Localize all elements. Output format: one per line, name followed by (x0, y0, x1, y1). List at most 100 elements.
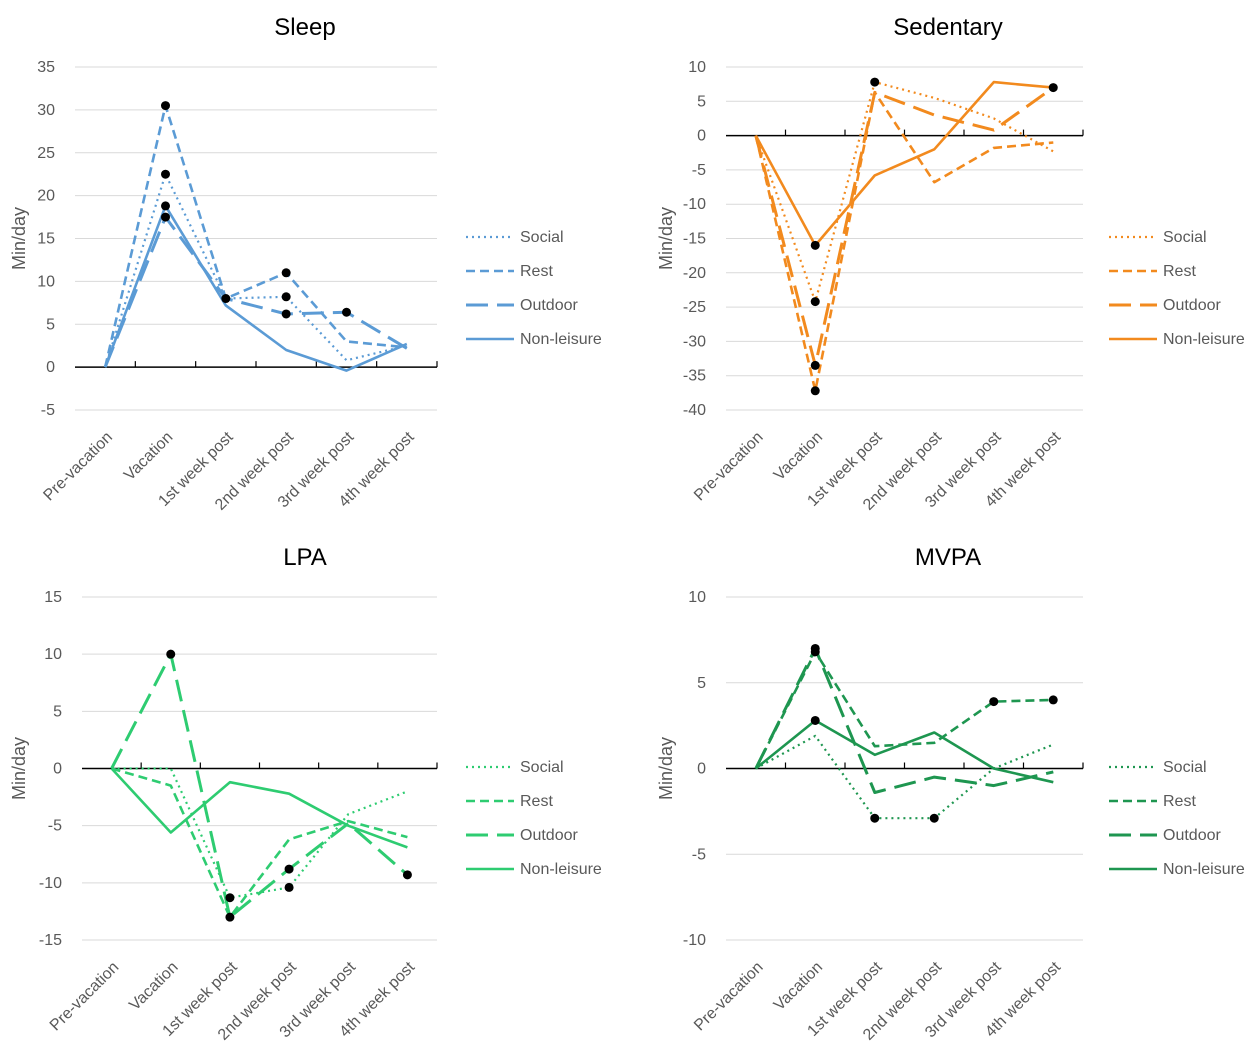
legend-label: Rest (1163, 793, 1196, 810)
legend-label: Outdoor (1163, 827, 1221, 844)
significance-marker (161, 201, 170, 211)
legend-label: Outdoor (520, 827, 578, 844)
significance-marker (225, 893, 235, 903)
legend-label: Non-leisure (520, 331, 602, 348)
significance-marker (810, 643, 820, 653)
significance-marker (284, 882, 294, 892)
y-tick-label: 30 (37, 102, 55, 119)
chart-title: MVPA (915, 544, 981, 571)
series-line-non-leisure (754, 719, 1054, 784)
y-tick-label: -5 (692, 846, 706, 863)
y-tick-label: -5 (41, 402, 55, 419)
y-tick-label: 10 (37, 273, 55, 290)
y-tick-label: 15 (37, 231, 55, 248)
significance-marker (281, 309, 291, 319)
series-line-social (111, 767, 408, 899)
x-tick-label: Pre-vacation (691, 429, 767, 505)
y-tick-label: 15 (44, 589, 62, 606)
series-line-social (755, 734, 1054, 820)
legend-label: Social (1163, 229, 1207, 246)
y-tick-label: -15 (39, 932, 62, 949)
series-line-rest (754, 650, 1054, 770)
series-line-rest (754, 91, 1054, 393)
y-tick-label: 5 (53, 703, 62, 720)
y-tick-label: 5 (697, 93, 706, 110)
legend-label: Non-leisure (1163, 331, 1245, 348)
chart-panel-sleep: Sleep Min/day -5 0 5 10 15 20 25 30 35 Pre-vacation… (9, 14, 602, 514)
legend-label: Social (1163, 759, 1207, 776)
y-tick-label: 20 (37, 188, 55, 205)
significance-marker (342, 307, 351, 317)
y-tick-label: 25 (37, 145, 55, 162)
y-tick-label: -35 (683, 368, 706, 385)
series-line-social (104, 173, 408, 368)
y-tick-label: 5 (46, 316, 55, 333)
x-tick-label: Vacation (121, 429, 176, 484)
significance-marker (870, 813, 880, 823)
y-axis-label: Min/day (656, 207, 676, 270)
y-axis-label: Min/day (656, 737, 676, 800)
x-tick-label: Pre-vacation (691, 959, 767, 1035)
significance-marker (281, 268, 291, 278)
y-tick-label: -15 (683, 231, 706, 248)
y-tick-label: 35 (37, 59, 55, 76)
legend-label: Non-leisure (520, 861, 602, 878)
y-tick-label: 10 (688, 589, 706, 606)
series-line-outdoor (103, 215, 408, 368)
significance-marker (870, 77, 880, 87)
y-tick-label: 0 (46, 359, 55, 376)
y-tick-label: 0 (697, 128, 706, 145)
significance-marker (166, 649, 176, 659)
legend-label: Non-leisure (1163, 861, 1245, 878)
chart-title: Sleep (274, 14, 335, 41)
legend-label: Outdoor (520, 297, 578, 314)
significance-marker (810, 386, 820, 396)
y-tick-label: -10 (683, 196, 706, 213)
x-tick-label: Vacation (771, 959, 826, 1014)
y-tick-label: 10 (44, 646, 62, 663)
legend-label: Outdoor (1163, 297, 1221, 314)
significance-marker (810, 240, 820, 250)
y-tick-label: 5 (697, 675, 706, 692)
series-line-outdoor (754, 86, 1055, 367)
legend-label: Social (520, 759, 564, 776)
y-tick-label: -10 (683, 932, 706, 949)
series-line-non-leisure (754, 80, 1054, 247)
x-tick-label: Pre-vacation (47, 959, 123, 1035)
significance-marker (989, 697, 999, 707)
y-axis-label: Min/day (9, 207, 29, 270)
significance-marker (221, 294, 231, 304)
significance-marker (810, 297, 820, 307)
significance-marker (161, 101, 170, 111)
y-tick-label: -40 (683, 402, 706, 419)
chart-title: LPA (283, 544, 327, 571)
significance-marker (929, 813, 939, 823)
legend-label: Social (520, 229, 564, 246)
y-tick-label: -10 (39, 875, 62, 892)
significance-marker (161, 212, 170, 222)
series-line-outdoor (754, 647, 1054, 794)
series-line-rest (103, 104, 407, 368)
series-line-non-leisure (103, 204, 408, 372)
x-tick-label: Vacation (126, 959, 181, 1014)
chart-title: Sedentary (893, 14, 1002, 41)
x-tick-label: Vacation (771, 429, 826, 484)
y-tick-label: 10 (688, 59, 706, 76)
y-tick-label: 0 (697, 761, 706, 778)
significance-marker (810, 715, 820, 725)
x-tick-label: Pre-vacation (40, 429, 116, 505)
series-line-outdoor (110, 652, 409, 919)
y-tick-label: -25 (683, 299, 706, 316)
chart-panel-sedentary: Sedentary Min/day -40 -35 -30 -25 -20 -15 -10 -5 0… (656, 14, 1245, 514)
y-tick-label: -5 (48, 818, 62, 835)
legend-label: Rest (520, 793, 553, 810)
chart-panel-mvpa: MVPA Min/day -10 -5 0 5 10 Pre-vacation Vacation… (656, 544, 1245, 1044)
chart-panel-lpa: LPA Min/day -15 -10 -5 0 5 10 15 Pre-vacation Vaca… (9, 544, 602, 1044)
significance-marker (810, 360, 820, 370)
significance-marker (225, 912, 235, 922)
significance-marker (1048, 695, 1058, 705)
significance-marker (1048, 83, 1058, 93)
y-axis-label: Min/day (9, 737, 29, 800)
legend-label: Rest (520, 263, 553, 280)
